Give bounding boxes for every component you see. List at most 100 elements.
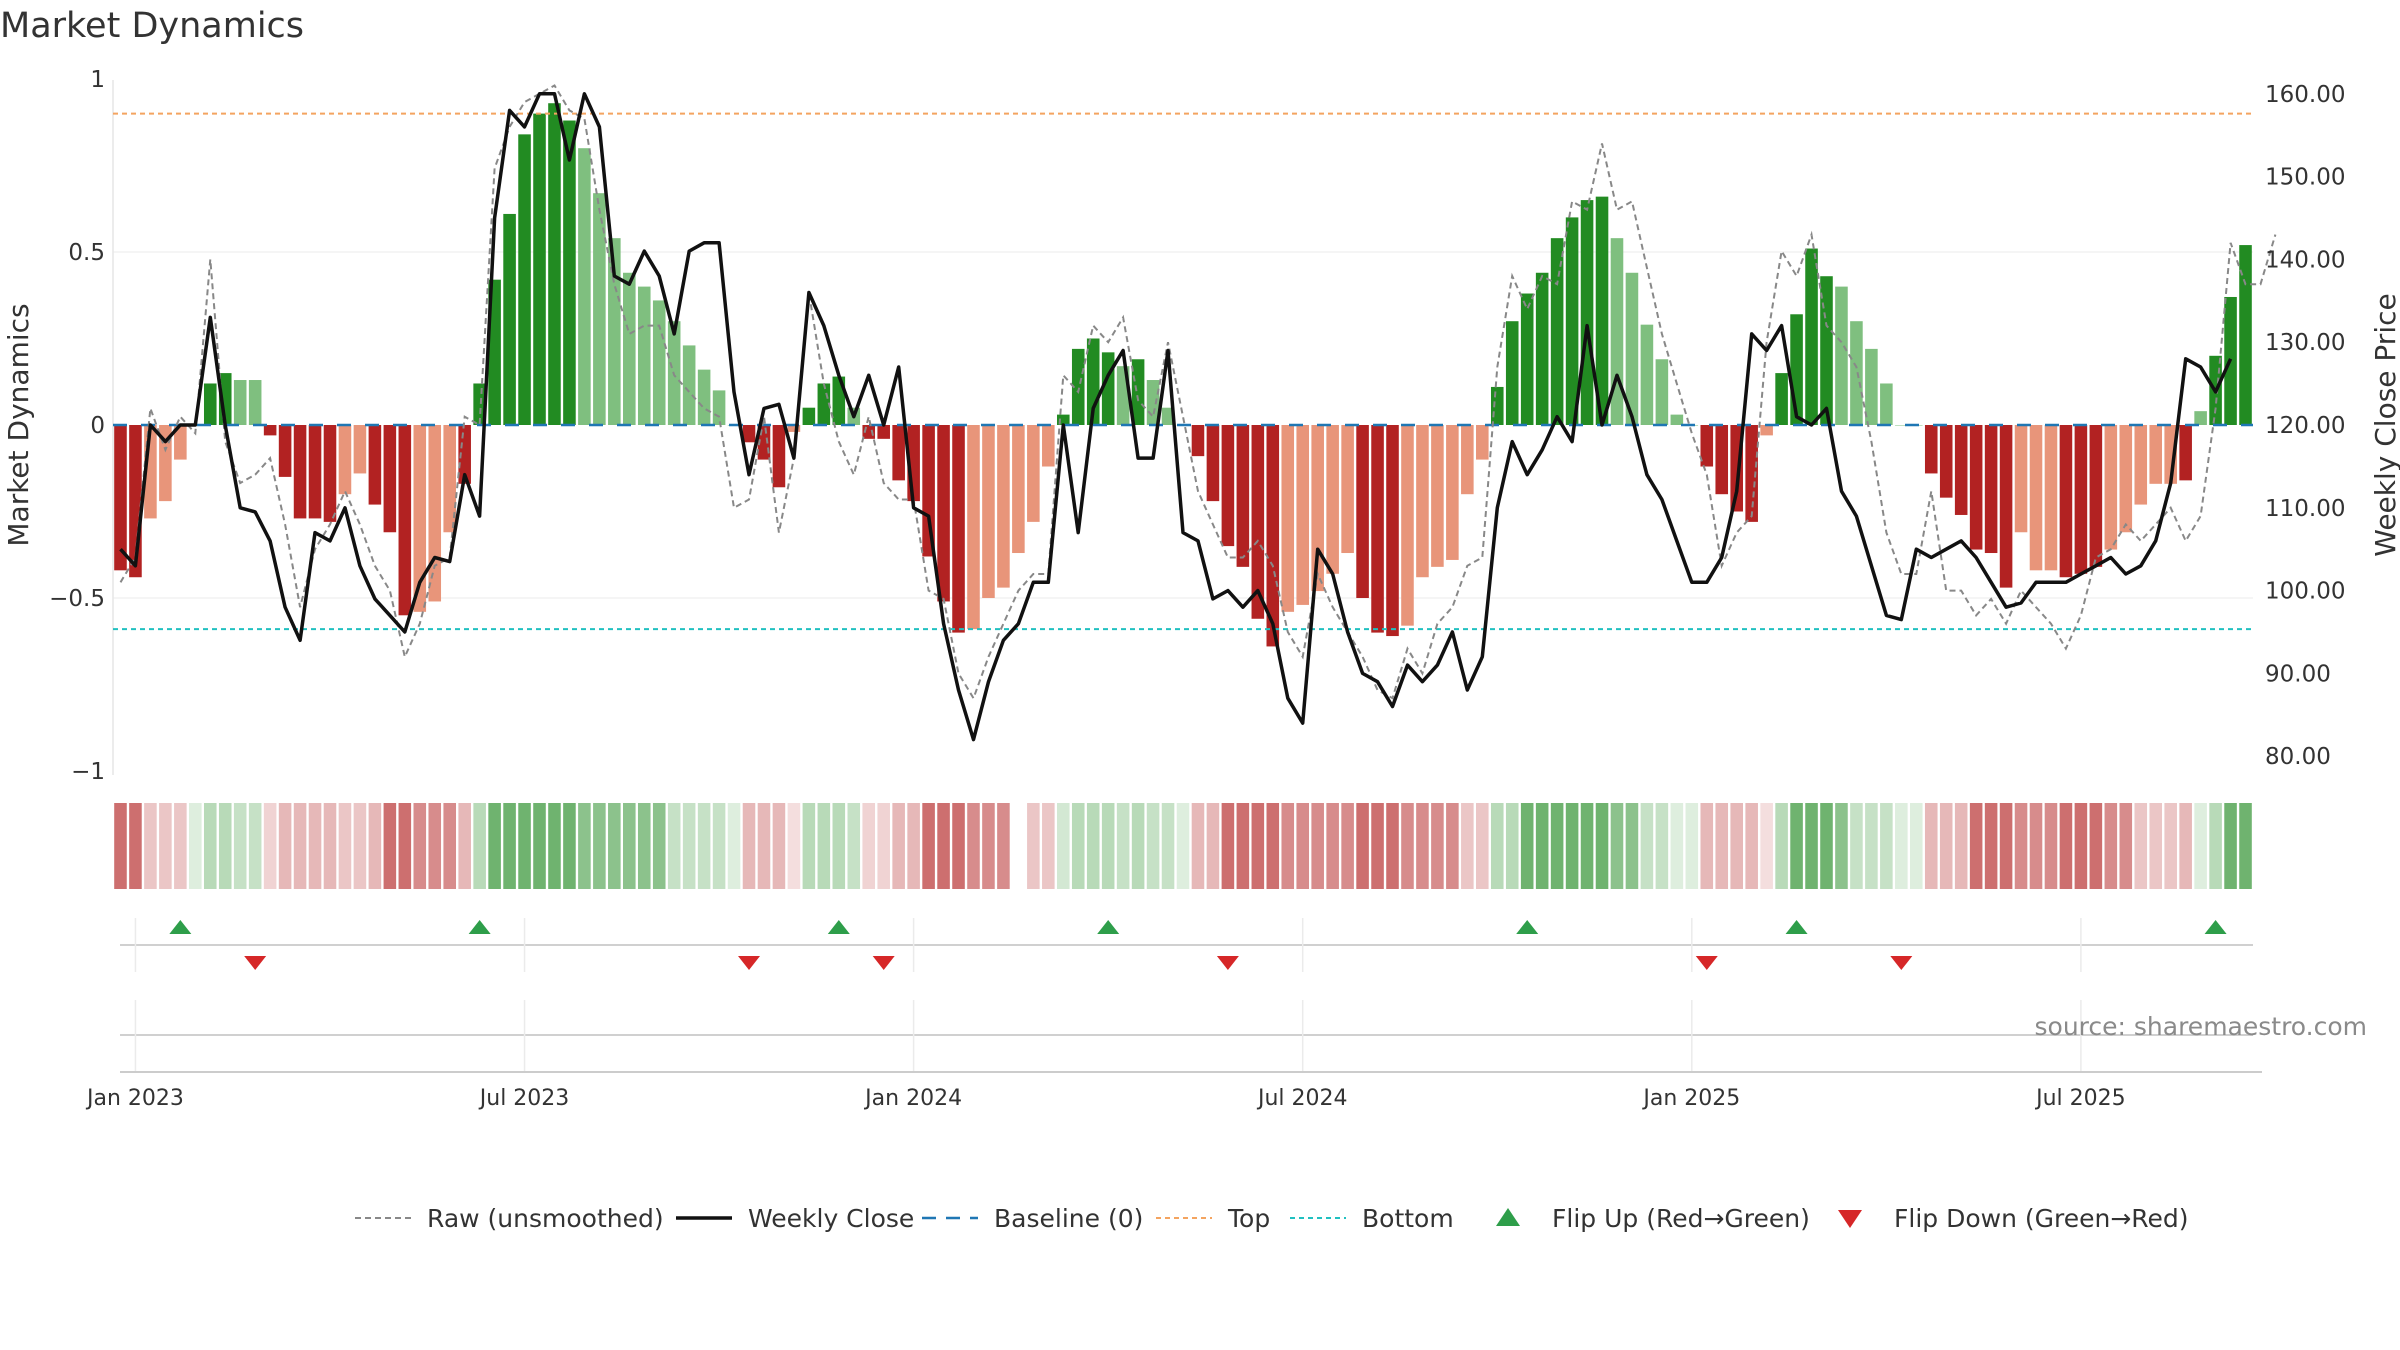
bar (1610, 238, 1624, 425)
legend-item-bottom: Bottom (1290, 1204, 1454, 1233)
ribbon-cell (1386, 803, 1399, 889)
flip-up-marker (1516, 920, 1539, 934)
bar (398, 425, 412, 616)
bar (772, 425, 786, 488)
bar (368, 425, 382, 505)
ribbon-cell (174, 803, 187, 889)
bar (922, 425, 935, 557)
bar (1206, 425, 1220, 502)
ribbon-cell (667, 803, 681, 889)
x-tick-label: Jan 2023 (85, 1086, 184, 1111)
ribbon-cell (1251, 803, 1265, 889)
ribbon-cell (2029, 803, 2043, 889)
bar (533, 113, 546, 425)
ribbon-cell (2149, 803, 2163, 889)
ribbon-cell (2134, 803, 2148, 889)
bar (1131, 359, 1145, 425)
ribbon-cell (608, 803, 621, 889)
ribbon-cell (2104, 803, 2118, 889)
bar (652, 300, 666, 425)
ribbon-cell (1146, 803, 1160, 889)
legend-label: Baseline (0) (994, 1204, 1143, 1233)
bar (1625, 272, 1639, 425)
ribbon-cell (518, 803, 531, 889)
ribbon-cell (323, 803, 337, 889)
bar (802, 407, 816, 425)
bar (892, 425, 905, 481)
ribbon-cell (1505, 803, 1519, 889)
bar (1745, 425, 1758, 522)
bar (1401, 425, 1414, 626)
bar (1550, 238, 1564, 425)
bar (1012, 425, 1025, 554)
ribbon-cell (1715, 803, 1729, 889)
y-tick-label: −0.5 (49, 586, 105, 612)
legend-item-flip_up: Flip Up (Red→Green) (1496, 1204, 1810, 1233)
y2-tick-label: 150.00 (2265, 165, 2345, 191)
bar (2059, 425, 2073, 578)
ribbon-cell (1984, 803, 1998, 889)
ribbon-cell (1490, 803, 1504, 889)
ribbon-cell (233, 803, 247, 889)
ribbon-cell (802, 803, 816, 889)
bar (1580, 200, 1594, 425)
price-lines (119, 84, 2277, 742)
bar (443, 425, 456, 533)
flip-down-marker (1890, 956, 1913, 970)
bar (1356, 425, 1369, 598)
x-tick-label: Jul 2023 (478, 1086, 570, 1111)
bar (1850, 321, 1863, 425)
ribbon-cell (1655, 803, 1669, 889)
ribbon-cell (218, 803, 232, 889)
ribbon-cell (712, 803, 726, 889)
bar (1939, 425, 1953, 498)
ribbon-cell (1610, 803, 1624, 889)
ribbon-cell (368, 803, 382, 889)
ribbon-cell (2224, 803, 2237, 889)
x-tick-label: Jan 2024 (863, 1086, 962, 1111)
ribbon-cell (952, 803, 965, 889)
ribbon-cell (1446, 803, 1459, 889)
ribbon-cell (1835, 803, 1848, 889)
bar (1655, 359, 1669, 425)
bar (293, 425, 307, 519)
bar (248, 380, 262, 425)
bar (1865, 348, 1878, 425)
flip-up-marker (1097, 920, 1120, 934)
bar (937, 425, 950, 602)
bar (1595, 196, 1609, 425)
bar (1880, 383, 1893, 425)
flip-down-marker (1695, 956, 1718, 970)
bar (1161, 407, 1175, 425)
flip-up-marker (468, 920, 491, 934)
strength-ribbon (114, 803, 2252, 889)
legend-label: Top (1227, 1204, 1270, 1233)
ribbon-cell (1805, 803, 1818, 889)
legend-label: Flip Up (Red→Green) (1552, 1204, 1810, 1233)
ribbon-cell (1580, 803, 1594, 889)
bar (1700, 425, 1714, 467)
ribbon-cell (997, 803, 1010, 889)
ribbon-cell (1790, 803, 1803, 889)
bar (518, 134, 531, 426)
bar (233, 380, 247, 425)
bar (308, 425, 322, 519)
legend-swatch (1496, 1208, 1520, 1226)
bar (488, 279, 501, 425)
ribbon-cell (1595, 803, 1609, 889)
flip-up-marker (2204, 920, 2227, 934)
bar (278, 425, 292, 477)
bar (1520, 293, 1534, 425)
ribbon-cell (458, 803, 471, 889)
bar (1236, 425, 1250, 567)
bar (323, 425, 337, 522)
ribbon-cell (937, 803, 950, 889)
ribbon-cell (114, 803, 127, 889)
ribbon-cell (1939, 803, 1953, 889)
bar (1999, 425, 2013, 588)
ribbon-cell (1520, 803, 1534, 889)
bar (458, 425, 471, 484)
ribbon-cell (398, 803, 412, 889)
ribbon-cell (1086, 803, 1100, 889)
ribbon-cell (2209, 803, 2222, 889)
